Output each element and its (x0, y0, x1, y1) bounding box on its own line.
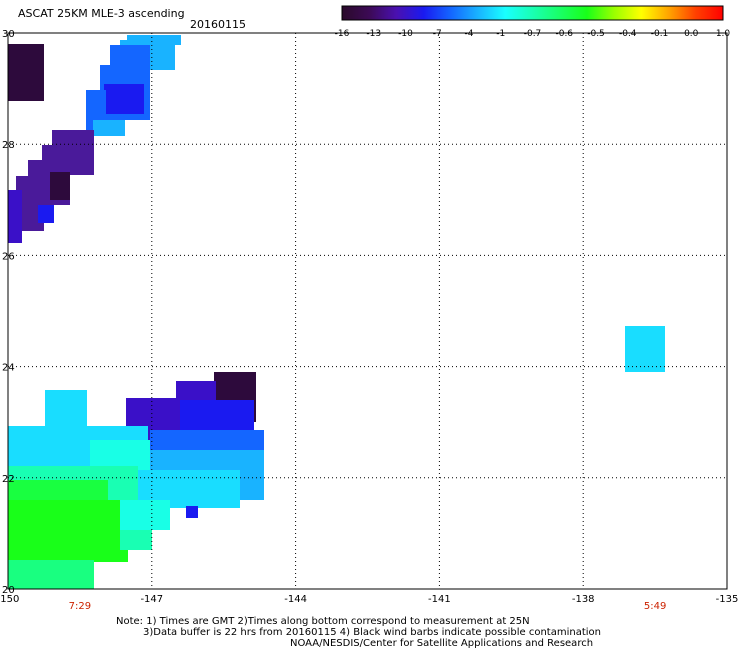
lat-tick-label: 26 (2, 251, 15, 262)
colorbar-labels: -16 -13 -10 -7 -4 -1 -0.7 -0.6 -0.5 -0.4 -0.1 0.0 1.… (335, 29, 731, 39)
lon-tick-label: -138 (572, 594, 595, 605)
swath-cell (90, 440, 150, 470)
lon-tick-label: -141 (428, 594, 451, 605)
map-grid (8, 33, 727, 589)
colorbar-tick-label: -16 (335, 29, 350, 39)
swath-cell (8, 190, 22, 243)
swath-cell (50, 172, 70, 200)
lon-tick-label: -147 (140, 594, 163, 605)
swath-cell (8, 500, 128, 562)
note-line-2: 3)Data buffer is 22 hrs from 20160115 4)… (143, 627, 601, 638)
swath-cell (38, 205, 54, 223)
swath-cell (45, 390, 87, 430)
plot-title: ASCAT 25KM MLE-3 ascending (18, 7, 185, 20)
lon-tick-label: -135 (716, 594, 739, 605)
pass-time-labels: 7:29 5:49 (69, 601, 667, 612)
map-frame (7, 32, 728, 590)
colorbar-tick-label: -7 (433, 29, 442, 39)
colorbar-tick-label: -4 (465, 29, 474, 39)
swath-cell (93, 120, 125, 136)
lat-tick-label: 28 (2, 140, 15, 151)
swath-cell (8, 560, 94, 589)
lat-tick-label: 20 (2, 585, 15, 596)
colorbar-tick-label: -0.1 (651, 29, 669, 39)
swath-cell (625, 326, 665, 372)
colorbar-tick-label: -0.4 (619, 29, 637, 39)
pass-time-label: 7:29 (69, 601, 91, 612)
swath-cell (104, 84, 144, 114)
colorbar-tick-label: -10 (398, 29, 413, 39)
swath-cell (186, 506, 198, 518)
note-line-3: NOAA/NESDIS/Center for Satellite Applica… (290, 638, 594, 649)
colorbar-tick-label: -0.5 (587, 29, 605, 39)
swath-cell (8, 44, 44, 101)
colorbar-tick-label: -13 (366, 29, 381, 39)
colorbar-tick-label: -1 (496, 29, 505, 39)
colorbar-tick-label: 0.0 (684, 29, 699, 39)
lat-tick-label: 30 (2, 29, 15, 40)
axis-tick-labels: -150 -147 -144 -141 -138 -135 20 22 24 26 28 30 (0, 29, 738, 605)
colorbar (341, 5, 724, 21)
colorbar-tick-label: -0.7 (524, 29, 542, 39)
colorbar-tick-label: 1.0 (716, 29, 731, 39)
swath-cell (120, 500, 170, 530)
lon-tick-label: -144 (284, 594, 307, 605)
wind-speed-swaths (8, 35, 665, 589)
lat-tick-label: 22 (2, 474, 15, 485)
lat-tick-label: 24 (2, 363, 15, 374)
plot-date: 20160115 (190, 18, 246, 31)
colorbar-tick-label: -0.6 (555, 29, 573, 39)
lon-tick-label: -150 (0, 594, 19, 605)
pass-time-label: 5:49 (644, 601, 666, 612)
note-line-1: Note: 1) Times are GMT 2)Times along bot… (116, 616, 530, 627)
swath-cell (120, 530, 152, 550)
